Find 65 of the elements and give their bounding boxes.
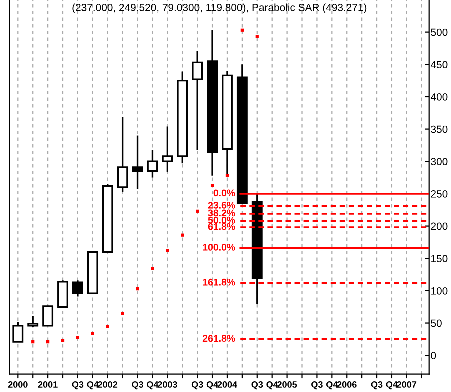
y-tick-label: 0 bbox=[431, 352, 436, 360]
candlestick bbox=[147, 149, 158, 179]
y-tick-label: 400 bbox=[430, 93, 448, 101]
point bbox=[76, 336, 80, 340]
annotation: 50.0% bbox=[208, 216, 236, 224]
x-tick-label: Q3 bbox=[312, 382, 323, 390]
y-tick-label: 250 bbox=[431, 190, 448, 198]
y-tick-label: 300 bbox=[431, 158, 448, 166]
point bbox=[46, 340, 50, 344]
x-tick-label: Q4 bbox=[206, 382, 219, 390]
y-tick-label: 150 bbox=[432, 255, 448, 262]
y-tick-label: 500 bbox=[431, 28, 448, 36]
candlestick bbox=[72, 280, 84, 298]
x-tick-label: 2004 bbox=[218, 382, 238, 388]
x-tick-label: 2001 bbox=[38, 382, 58, 388]
x-tick-label: 2000 bbox=[8, 382, 28, 388]
annotation: 38.2% bbox=[208, 210, 236, 217]
point bbox=[240, 28, 244, 32]
x-tick-label: Q3 bbox=[72, 382, 84, 390]
chart-title: (237.000, 249.520, 79.0300, 119.800), Parabolic SAR (493.271) bbox=[72, 4, 367, 14]
x-tick-label: Q3 bbox=[192, 382, 204, 390]
annotation: 161.8% bbox=[203, 278, 236, 286]
candlestick bbox=[117, 116, 128, 193]
x-tick-label: Q4 bbox=[386, 382, 398, 390]
candlestick bbox=[28, 315, 39, 328]
point bbox=[91, 332, 94, 336]
x-tick-label: Q3 bbox=[371, 382, 383, 390]
x-tick-label: Q3 bbox=[132, 382, 144, 390]
annotation: 23.6% bbox=[208, 202, 236, 209]
y-tick-label: 200 bbox=[431, 222, 448, 230]
x-tick-label: Q4 bbox=[326, 382, 338, 390]
point bbox=[151, 267, 154, 271]
x-tick-label: 2006 bbox=[337, 382, 357, 388]
candlestick bbox=[12, 321, 24, 343]
x-tick-label: Q4 bbox=[87, 382, 99, 390]
point bbox=[210, 184, 214, 188]
x-tick-label: Q4 bbox=[147, 382, 159, 390]
x-tick-label: 2007 bbox=[397, 382, 417, 388]
point bbox=[166, 249, 170, 252]
candlestick bbox=[42, 304, 54, 327]
annotation: 100.0% bbox=[203, 244, 236, 251]
y-tick-label: 100 bbox=[432, 287, 448, 295]
annotation: 61.8% bbox=[208, 223, 236, 230]
x-tick-label: 2005 bbox=[278, 382, 298, 388]
x-tick-label: 2002 bbox=[98, 382, 118, 388]
y-tick-label: 450 bbox=[430, 61, 448, 69]
y-tick-label: 350 bbox=[431, 126, 448, 134]
point bbox=[61, 339, 65, 342]
point bbox=[196, 210, 200, 213]
x-tick-label: 2003 bbox=[158, 382, 178, 388]
point bbox=[256, 35, 259, 38]
point bbox=[226, 174, 230, 178]
point bbox=[32, 340, 35, 344]
y-tick-label: 50 bbox=[431, 320, 442, 328]
annotation: 261.8% bbox=[202, 335, 236, 342]
point bbox=[121, 312, 124, 316]
point bbox=[106, 324, 110, 328]
candlestick bbox=[132, 134, 144, 190]
candlestick bbox=[192, 50, 204, 151]
x-tick-label: Q3 bbox=[252, 382, 264, 390]
annotation: 0.0% bbox=[214, 190, 236, 197]
point bbox=[181, 234, 184, 237]
x-tick-label: Q4 bbox=[266, 382, 278, 390]
candlestick bbox=[162, 126, 174, 173]
point bbox=[136, 287, 140, 291]
